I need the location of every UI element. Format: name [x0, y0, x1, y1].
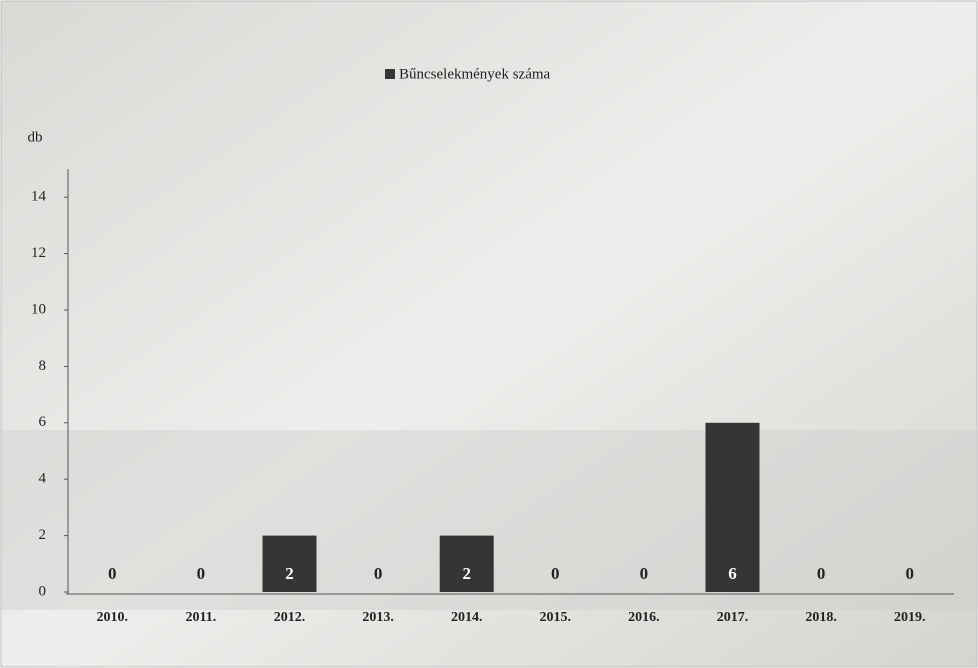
value-label: 0 — [905, 564, 914, 583]
x-tick-label: 2014. — [451, 610, 483, 625]
x-tick-label: 2017. — [717, 610, 749, 625]
x-tick-label: 2019. — [894, 610, 926, 625]
x-tick-label: 2011. — [186, 610, 217, 625]
value-label: 0 — [374, 564, 383, 583]
y-tick-label: 10 — [31, 301, 46, 317]
bar — [705, 422, 760, 592]
value-label: 2 — [285, 564, 294, 583]
value-label: 0 — [197, 564, 206, 583]
y-axis-label: db — [28, 129, 43, 145]
x-tick-label: 2010. — [97, 610, 129, 625]
y-tick-label: 14 — [31, 189, 47, 205]
value-label: 0 — [817, 564, 826, 583]
x-tick-label: 2012. — [274, 610, 306, 625]
y-tick-label: 4 — [39, 471, 47, 487]
y-tick-label: 6 — [39, 414, 47, 430]
y-tick-label: 0 — [39, 583, 47, 599]
value-label: 2 — [462, 564, 471, 583]
x-tick-label: 2013. — [362, 610, 394, 625]
x-tick-label: 2016. — [628, 610, 660, 625]
value-label: 0 — [551, 564, 560, 583]
x-tick-label: 2018. — [805, 610, 837, 625]
y-tick-label: 12 — [31, 245, 46, 261]
y-tick-label: 8 — [39, 358, 47, 374]
y-tick-label: 2 — [39, 527, 47, 543]
value-label: 0 — [108, 564, 117, 583]
legend-label: Bűncselekmények száma — [399, 66, 551, 82]
value-label: 6 — [728, 564, 737, 583]
x-tick-label: 2015. — [540, 610, 572, 625]
value-label: 0 — [640, 564, 649, 583]
bar — [439, 535, 494, 592]
legend-swatch — [385, 69, 395, 79]
bar — [262, 535, 317, 592]
